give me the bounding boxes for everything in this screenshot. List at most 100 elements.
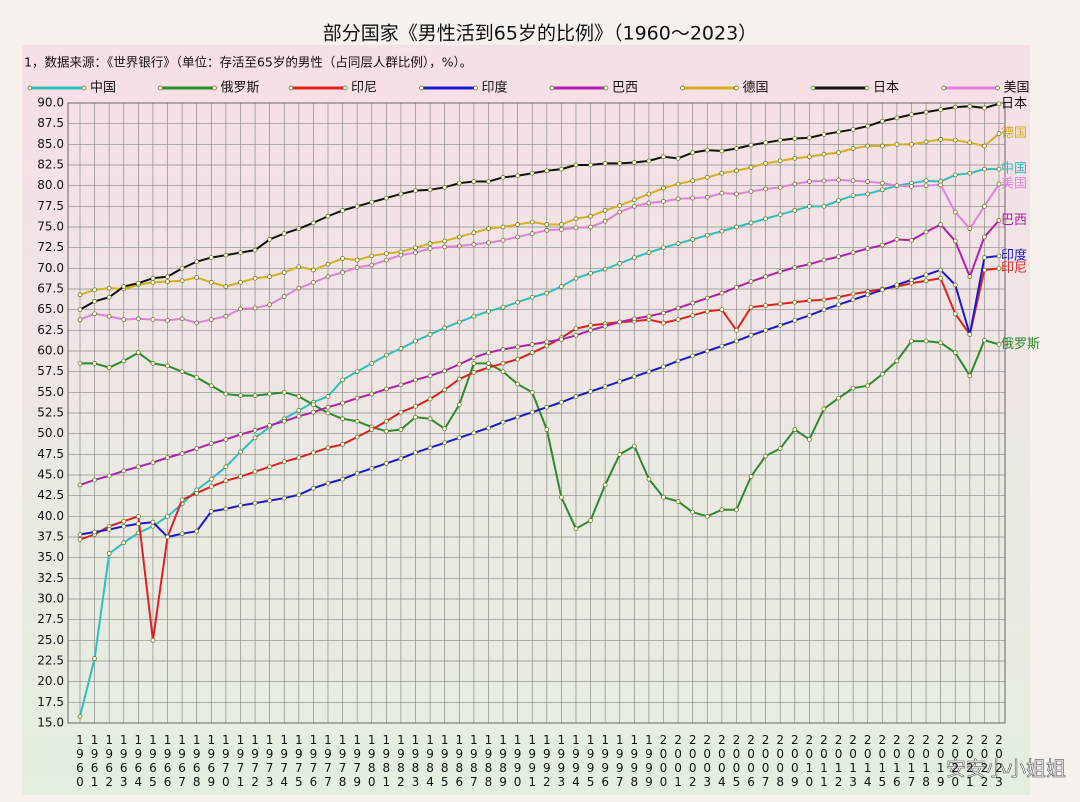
data-point: [544, 227, 550, 233]
y-tick-label: 60.0: [37, 344, 64, 358]
x-tick-label: 1971: [233, 733, 247, 789]
data-point: [777, 269, 783, 274]
data-point: [734, 224, 739, 230]
data-point: [894, 115, 900, 121]
data-point: [413, 245, 418, 251]
data-point: [179, 316, 185, 322]
data-point: [471, 230, 477, 236]
data-point: [383, 257, 389, 263]
data-point: [836, 302, 841, 308]
data-point: [515, 356, 520, 362]
data-point: [690, 150, 696, 155]
x-tick-label: 1995: [584, 733, 598, 789]
data-point: [850, 297, 856, 303]
x-tick-label: 2008: [773, 733, 787, 789]
x-tick-label: 2021: [963, 733, 977, 789]
data-point: [325, 410, 331, 416]
data-point: [661, 245, 666, 251]
data-point: [369, 199, 375, 205]
plot-background: [22, 45, 1030, 795]
end-label: 巴西: [1001, 213, 1027, 228]
data-point: [92, 299, 97, 304]
data-point: [734, 507, 739, 513]
data-point: [340, 400, 345, 406]
y-tick-label: 65.0: [37, 302, 64, 316]
y-tick-label: 27.5: [37, 612, 64, 626]
data-point: [850, 178, 856, 184]
data-point: [661, 185, 666, 191]
data-point: [777, 137, 783, 143]
data-point: [938, 107, 944, 112]
data-point: [238, 503, 243, 508]
data-point: [398, 252, 404, 258]
data-point: [208, 441, 214, 446]
data-point: [398, 382, 404, 388]
y-tick-label: 77.5: [37, 199, 64, 213]
data-point: [208, 484, 214, 489]
data-point: [238, 250, 243, 255]
data-point: [281, 418, 287, 424]
y-tick-label: 22.5: [37, 654, 64, 668]
y-tick-label: 25.0: [37, 633, 64, 647]
data-point: [923, 338, 929, 344]
data-point: [982, 105, 987, 111]
data-point: [456, 376, 462, 382]
x-tick-label: 1967: [175, 733, 189, 789]
data-point: [456, 319, 462, 325]
data-point: [150, 519, 156, 525]
data-point: [836, 294, 841, 300]
data-point: [77, 307, 83, 313]
x-tick-label: 2004: [715, 733, 729, 789]
x-tick-label: 1964: [131, 733, 145, 789]
x-tick-label: 1980: [365, 733, 379, 789]
data-point: [690, 195, 696, 201]
data-point: [996, 218, 1002, 223]
data-point: [559, 337, 564, 342]
data-point: [807, 179, 812, 184]
data-point: [442, 387, 448, 393]
x-tick-label: 1962: [102, 733, 116, 789]
data-point: [690, 300, 696, 306]
x-tick-label: 1986: [452, 733, 466, 789]
data-point: [879, 180, 885, 186]
data-point: [602, 323, 608, 329]
x-tick-label: 1961: [88, 733, 102, 789]
data-point: [544, 222, 550, 227]
data-point: [909, 237, 914, 243]
data-point: [106, 527, 112, 532]
data-point: [529, 389, 535, 395]
data-point: [281, 231, 287, 236]
data-point: [252, 435, 258, 441]
x-tick-label: 2019: [934, 733, 948, 789]
data-point: [879, 371, 885, 377]
data-point: [748, 474, 754, 480]
data-point: [427, 416, 433, 422]
data-point: [952, 282, 958, 288]
data-point: [267, 423, 272, 428]
data-point: [135, 350, 141, 356]
data-point: [748, 142, 754, 148]
data-point: [704, 513, 710, 519]
data-point: [763, 303, 768, 308]
data-point: [544, 404, 550, 410]
data-point: [836, 198, 841, 203]
data-point: [821, 406, 827, 412]
data-point: [967, 170, 973, 176]
data-point: [588, 162, 593, 168]
data-point: [879, 143, 885, 149]
data-point: [661, 320, 666, 326]
data-point: [559, 166, 564, 172]
y-tick-label: 57.5: [37, 364, 64, 378]
data-point: [442, 368, 448, 374]
data-point: [573, 326, 579, 332]
x-tick-label: 1987: [467, 733, 481, 789]
data-point: [967, 332, 973, 337]
data-point: [194, 446, 200, 451]
data-point: [573, 332, 579, 338]
data-point: [938, 182, 944, 188]
data-point: [544, 168, 550, 174]
data-point: [267, 391, 272, 397]
data-point: [602, 482, 608, 488]
data-point: [573, 526, 579, 532]
